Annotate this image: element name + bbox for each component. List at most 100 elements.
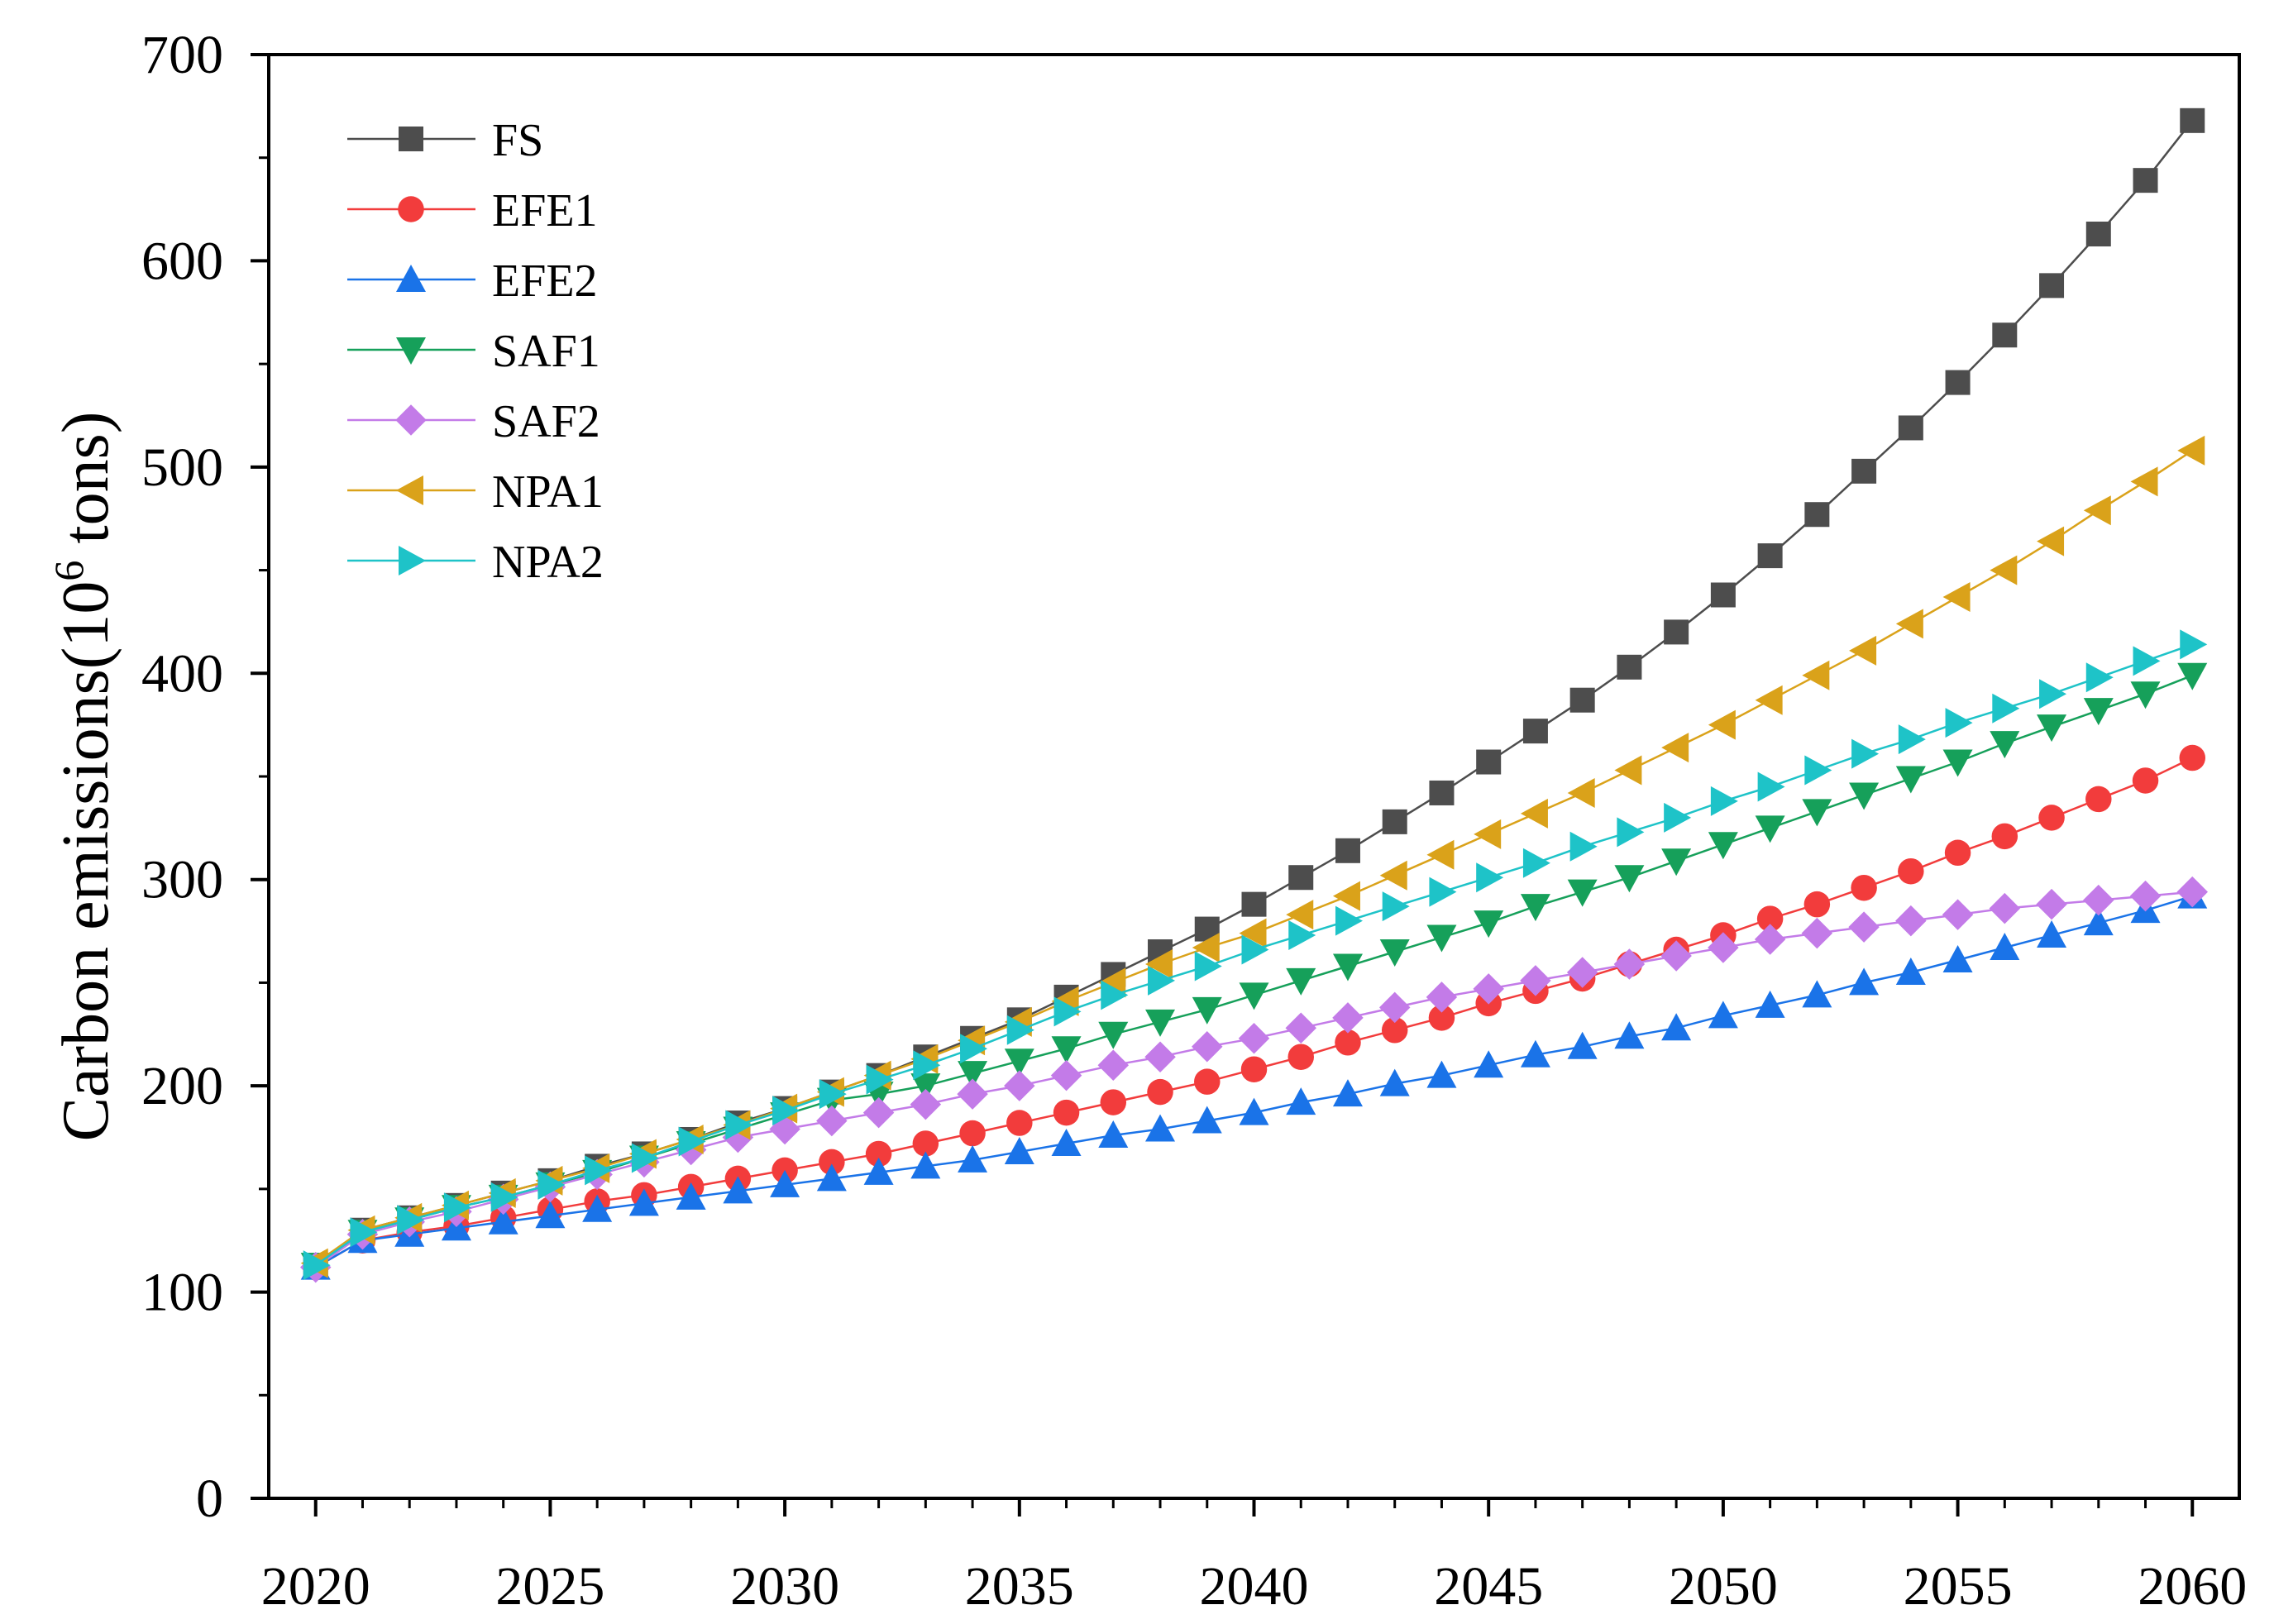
data-point-saf1 <box>1379 939 1410 967</box>
data-point-saf1 <box>1708 832 1738 860</box>
data-point-fs <box>1522 719 1548 744</box>
data-point-efe2 <box>488 1206 518 1235</box>
data-point-npa2 <box>2180 629 2208 660</box>
data-point-saf2 <box>1050 1059 1082 1091</box>
data-point-saf2 <box>910 1088 942 1120</box>
data-point-saf1 <box>1802 799 1832 827</box>
series-layer <box>299 107 2209 1283</box>
data-point-efe2 <box>910 1151 941 1179</box>
x-tick-label-2045: 2045 <box>1434 1556 1543 1617</box>
legend-marker-npa1 <box>396 475 423 505</box>
data-point-fs <box>1241 891 1267 917</box>
data-point-efe2 <box>1567 1031 1598 1059</box>
legend-marker-fs <box>399 127 423 151</box>
data-point-npa1 <box>1426 839 1455 870</box>
data-point-npa2 <box>2039 679 2067 709</box>
y-tick-label-100: 100 <box>141 1263 223 1323</box>
data-point-efe2 <box>676 1182 706 1210</box>
data-point-npa2 <box>443 1192 471 1223</box>
data-point-npa2 <box>2133 646 2161 676</box>
data-point-saf1 <box>2037 714 2067 743</box>
data-point-efe1 <box>1898 857 1924 885</box>
data-point-npa1 <box>1895 609 1923 639</box>
data-point-npa1 <box>2037 526 2065 556</box>
y-axis-title-suffix: tons) <box>50 412 122 561</box>
data-point-npa1 <box>1379 860 1407 891</box>
data-point-saf1 <box>910 1073 941 1101</box>
data-point-saf1 <box>2177 662 2208 690</box>
data-point-efe1 <box>1100 1089 1127 1115</box>
data-point-efe2 <box>1661 1013 1692 1041</box>
data-point-npa2 <box>772 1096 800 1126</box>
data-point-saf1 <box>1239 982 1269 1010</box>
data-point-efe2 <box>1192 1106 1222 1134</box>
data-point-saf1 <box>1145 1009 1176 1037</box>
data-point-npa1 <box>1239 918 1267 948</box>
data-point-fs <box>2180 107 2205 133</box>
data-point-efe1 <box>1147 1078 1173 1106</box>
data-point-efe2 <box>1051 1128 1082 1156</box>
data-point-efe2 <box>770 1169 800 1197</box>
data-point-saf2 <box>1192 1031 1223 1063</box>
data-point-npa1 <box>1942 581 1971 612</box>
data-point-npa2 <box>1992 693 2020 724</box>
data-point-npa2 <box>678 1126 706 1157</box>
y-tick-label-500: 500 <box>141 437 223 498</box>
data-point-saf2 <box>1708 932 1739 963</box>
x-tick-label-2060: 2060 <box>2138 1556 2247 1617</box>
data-point-saf1 <box>1755 815 1785 843</box>
data-point-efe2 <box>1332 1079 1363 1107</box>
data-point-npa1 <box>1708 709 1736 740</box>
data-point-npa2 <box>1945 708 1973 738</box>
data-point-efe1 <box>1287 1044 1314 1070</box>
legend-item-saf1: SAF1 <box>347 326 600 377</box>
x-tick-label-2050: 2050 <box>1669 1556 1778 1617</box>
data-point-npa2 <box>1757 771 1785 802</box>
data-point-efe1 <box>1428 1005 1455 1031</box>
data-point-npa2 <box>960 1034 988 1064</box>
data-point-saf2 <box>1520 965 1551 996</box>
data-point-saf1 <box>1520 894 1550 922</box>
data-point-npa2 <box>866 1064 894 1095</box>
data-point-saf2 <box>1097 1049 1130 1081</box>
data-point-npa2 <box>725 1110 753 1140</box>
data-point-efe1 <box>1851 874 1877 901</box>
data-point-saf1 <box>1004 1048 1034 1077</box>
data-point-npa1 <box>2130 466 2158 497</box>
data-point-saf1 <box>1567 879 1598 907</box>
legend-label-npa2: NPA2 <box>492 537 604 588</box>
data-point-saf2 <box>1895 905 1927 937</box>
data-point-efe2 <box>863 1157 894 1185</box>
data-point-npa2 <box>1804 755 1832 786</box>
legend-label-saf1: SAF1 <box>492 326 600 377</box>
data-point-npa2 <box>1148 965 1176 996</box>
legend-marker-efe2 <box>396 265 426 292</box>
legend-label-efe2: EFE2 <box>492 256 598 307</box>
data-point-fs <box>1898 415 1923 441</box>
data-point-npa2 <box>1006 1015 1034 1045</box>
data-point-efe1 <box>2132 767 2159 794</box>
data-point-efe2 <box>1286 1087 1316 1115</box>
data-point-efe2 <box>535 1201 566 1229</box>
data-point-npa2 <box>819 1079 847 1110</box>
data-point-saf2 <box>2129 880 2162 912</box>
data-point-saf2 <box>1613 948 1646 980</box>
legend-item-fs: FS <box>347 115 543 166</box>
data-point-npa2 <box>1569 831 1598 862</box>
legend-label-efe1: EFE1 <box>492 185 598 236</box>
data-point-efe1 <box>1381 1017 1408 1044</box>
data-point-npa2 <box>1898 724 1926 755</box>
data-point-fs <box>1569 687 1595 713</box>
data-point-fs <box>1382 809 1407 834</box>
data-point-npa1 <box>1286 900 1314 930</box>
data-point-efe1 <box>819 1149 845 1176</box>
data-point-npa1 <box>1192 933 1220 963</box>
data-point-saf2 <box>1004 1070 1035 1101</box>
data-point-efe1 <box>1194 1068 1221 1095</box>
y-tick-label-400: 400 <box>141 643 223 704</box>
data-point-efe2 <box>1614 1021 1645 1049</box>
data-point-efe2 <box>723 1176 753 1204</box>
data-point-npa2 <box>1710 786 1738 816</box>
data-point-efe2 <box>1895 957 1926 985</box>
data-point-efe1 <box>1240 1056 1268 1082</box>
